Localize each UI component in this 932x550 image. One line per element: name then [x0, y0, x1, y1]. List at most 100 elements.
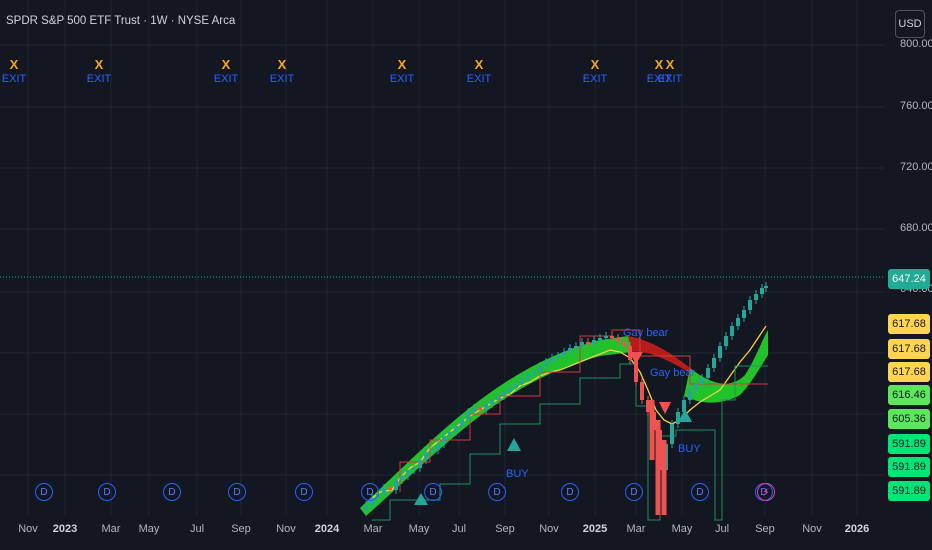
candle-body [454, 426, 458, 432]
exit-x-icon: X [277, 57, 287, 72]
exit-marker[interactable]: X EXIT [583, 58, 607, 86]
candle-body [532, 372, 536, 374]
exit-marker[interactable]: X EXIT [2, 58, 26, 86]
indicator-price-label: 616.46 [888, 385, 930, 405]
time-tick: Mar [626, 523, 646, 535]
exit-x-icon: X [397, 57, 407, 72]
dividend-marker[interactable]: D [35, 483, 53, 501]
exit-x-icon: X [665, 57, 675, 72]
sell-signal-marker[interactable] [629, 352, 643, 364]
currency-button[interactable]: USD [895, 10, 925, 38]
candle-body [508, 388, 512, 392]
exit-marker[interactable]: X EXIT [390, 58, 414, 86]
time-tick: Jul [714, 523, 730, 535]
buy-label: BUY [506, 468, 529, 480]
grid-lines [0, 0, 885, 515]
exit-x-icon: X [221, 57, 231, 72]
price-tick: 760.00 [900, 100, 932, 112]
candle-body [538, 366, 542, 372]
candle-body [586, 342, 590, 344]
dividend-marker[interactable]: D [228, 483, 246, 501]
candle-body [700, 378, 704, 384]
time-tick: Jul [451, 523, 467, 535]
time-tick: Mar [101, 523, 121, 535]
lightning-icon[interactable]: ⚡ [757, 483, 775, 501]
candle-body [412, 468, 416, 470]
buy-label: BUY [678, 443, 701, 455]
dividend-marker[interactable]: D [625, 483, 643, 501]
candle-body [655, 420, 661, 515]
bear-label: Gay bear [650, 367, 696, 379]
exit-marker[interactable]: X EXIT [87, 58, 111, 86]
bear-label: Gay bear [623, 327, 669, 339]
price-tick: 720.00 [900, 161, 932, 173]
candle-body [484, 404, 488, 410]
exit-x-icon: X [474, 57, 484, 72]
exit-marker[interactable]: X EXIT [647, 58, 671, 86]
dividend-marker[interactable]: D [424, 483, 442, 501]
indicator-price-label: 617.68 [888, 362, 930, 382]
candle-body [496, 396, 500, 400]
candle-body [442, 436, 446, 444]
time-tick: Sep [231, 523, 251, 535]
exit-marker[interactable]: X EXIT [214, 58, 238, 86]
candle-body [382, 488, 386, 494]
dividend-marker[interactable]: D [561, 483, 579, 501]
sell-signal-marker[interactable] [659, 402, 671, 414]
exit-label: EXIT [389, 73, 415, 85]
indicator-price-label: 591.89 [888, 434, 930, 454]
dividend-marker[interactable]: D [691, 483, 709, 501]
candle-body [646, 400, 650, 412]
time-tick: 2025 [582, 523, 608, 535]
time-tick: May [671, 523, 693, 535]
exit-marker[interactable]: X EXIT [270, 58, 294, 86]
candle-body [424, 452, 428, 460]
candle-body [712, 358, 716, 368]
indicator-price-label: 591.89 [888, 457, 930, 477]
candle-body [514, 384, 518, 388]
exit-marker[interactable]: X EXIT [467, 58, 491, 86]
candle-body [718, 346, 722, 358]
candle-body [580, 342, 584, 346]
exit-x-icon: X [590, 57, 600, 72]
candle-body [574, 346, 578, 348]
exit-label: EXIT [657, 73, 683, 85]
candle-body [394, 480, 398, 490]
candle-body [661, 440, 667, 515]
exit-label: EXIT [646, 73, 672, 85]
indicator-price-label: 617.68 [888, 314, 930, 334]
time-tick: May [408, 523, 430, 535]
dividend-marker[interactable]: D [295, 483, 313, 501]
buy-signal-marker[interactable] [414, 493, 428, 505]
candle-body [730, 326, 734, 336]
dividend-marker[interactable]: D [488, 483, 506, 501]
candle-body [676, 412, 680, 424]
candle-body [616, 338, 620, 342]
candle-body [526, 374, 530, 378]
time-tick: 2023 [52, 523, 78, 535]
candle-body [478, 408, 482, 410]
time-tick: May [138, 523, 160, 535]
buy-signal-marker[interactable] [678, 409, 692, 422]
time-tick: Mar [363, 523, 383, 535]
candle-body [430, 450, 434, 452]
exit-marker[interactable]: X EXIT [658, 58, 682, 86]
dividend-marker[interactable]: D [163, 483, 181, 501]
time-tick: Jul [189, 523, 205, 535]
dividend-marker[interactable]: D [361, 483, 379, 501]
candle-body [592, 340, 596, 344]
candle-body [640, 382, 644, 400]
price-candles [364, 282, 768, 515]
candle-body [568, 348, 572, 352]
exit-label: EXIT [466, 73, 492, 85]
candle-body [724, 336, 728, 346]
exit-x-icon: X [654, 57, 664, 72]
trailing-stop-lower [372, 363, 768, 521]
dividend-marker[interactable]: D [98, 483, 116, 501]
buy-signal-marker[interactable] [507, 438, 521, 451]
price-tick: 800.00 [900, 38, 932, 50]
candle-body [598, 338, 602, 340]
exit-label: EXIT [86, 73, 112, 85]
exit-label: EXIT [213, 73, 239, 85]
